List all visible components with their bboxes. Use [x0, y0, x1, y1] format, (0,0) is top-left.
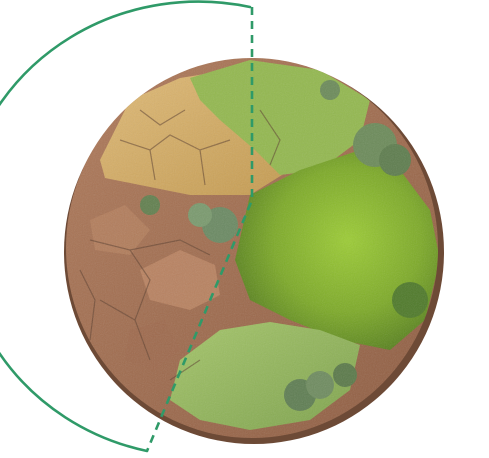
accent-arc: [0, 0, 252, 453]
disc-surface: [66, 58, 438, 438]
